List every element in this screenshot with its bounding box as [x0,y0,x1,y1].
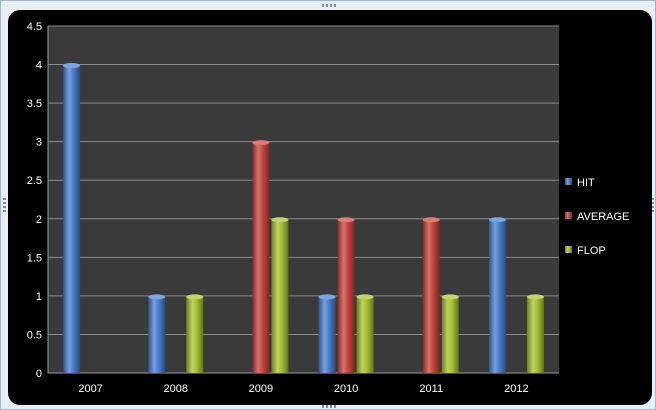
bar-body [337,218,355,373]
y-tick-label: 3.5 [27,98,42,110]
resize-handle-left[interactable] [3,198,6,212]
legend-swatch [565,212,572,219]
bar-body [488,218,506,373]
legend-label: AVERAGE [577,211,629,223]
bar-cap [488,217,506,223]
bar-body [271,218,289,373]
bar-flop-2012[interactable] [526,294,544,373]
bar-cap [337,217,355,223]
bar-body [148,295,166,373]
y-axis-tick-labels: 0 0.5 1 1.5 2 2.5 3 3.5 4 4.5 [27,21,42,380]
y-tick-label: 0 [36,368,42,380]
bar-body [63,64,81,374]
legend-label: HIT [577,177,595,189]
y-tick-label: 2 [36,214,42,226]
bar-body [186,295,204,373]
resize-handle-right[interactable] [651,198,654,212]
y-tick-label: 2.5 [27,175,42,187]
bar-average-2011[interactable] [422,217,440,373]
y-tick-label: 1 [36,291,42,303]
y-tick-label: 4 [36,60,42,72]
y-tick-label: 3 [36,137,42,149]
bar-flop-2011[interactable] [441,294,459,373]
bar-cap [318,294,336,300]
gridlines [47,25,559,374]
bar-flop-2010[interactable] [356,294,374,373]
x-tick-label: 2010 [334,383,358,395]
legend: HIT AVERAGE FLOP [565,177,629,257]
bar-cap [422,217,440,223]
bar-body [252,141,270,373]
plot-area [48,26,559,373]
bars [63,63,544,374]
x-tick-label: 2011 [419,383,443,395]
x-tick-label: 2009 [249,383,273,395]
bar-cap [441,294,459,300]
bar-cap [186,294,204,300]
bar-cap [63,63,81,69]
bar-body [356,295,374,373]
bar-body [422,218,440,373]
bar-chart: 0 0.5 1 1.5 2 2.5 3 3.5 4 4.5 2007 2008 2009 2010 201… [27,21,630,395]
bar-flop-2008[interactable] [186,294,204,373]
legend-item-flop: FLOP [565,245,606,257]
x-tick-label: 2012 [504,383,528,395]
bar-hit-2010[interactable] [318,294,336,373]
bar-body [526,295,544,373]
y-tick-label: 1.5 [27,252,42,264]
bar-cap [252,140,270,146]
chart-area[interactable]: 0 0.5 1 1.5 2 2.5 3 3.5 4 4.5 2007 2008 2009 2010 201… [8,10,652,405]
legend-swatch [565,178,572,185]
bar-body [318,295,336,373]
x-axis-tick-labels: 2007 2008 2009 2010 2011 2012 [78,383,528,395]
bar-cap [271,217,289,223]
y-tick-label: 0.5 [27,329,42,341]
legend-swatch [565,246,572,253]
y-tick-label: 4.5 [27,21,42,33]
x-tick-label: 2007 [78,383,102,395]
bar-cap [356,294,374,300]
bar-hit-2012[interactable] [488,217,506,373]
bar-hit-2008[interactable] [148,294,166,373]
bar-average-2009[interactable] [252,140,270,373]
bar-hit-2007[interactable] [63,63,81,374]
resize-handle-top[interactable] [322,4,336,7]
legend-label: FLOP [577,245,606,257]
legend-item-average: AVERAGE [565,211,629,223]
bar-cap [526,294,544,300]
bar-average-2010[interactable] [337,217,355,373]
resize-handle-bottom[interactable] [322,405,336,408]
legend-item-hit: HIT [565,177,595,189]
bar-body [441,295,459,373]
bar-flop-2009[interactable] [271,217,289,373]
bar-cap [148,294,166,300]
x-tick-label: 2008 [164,383,188,395]
